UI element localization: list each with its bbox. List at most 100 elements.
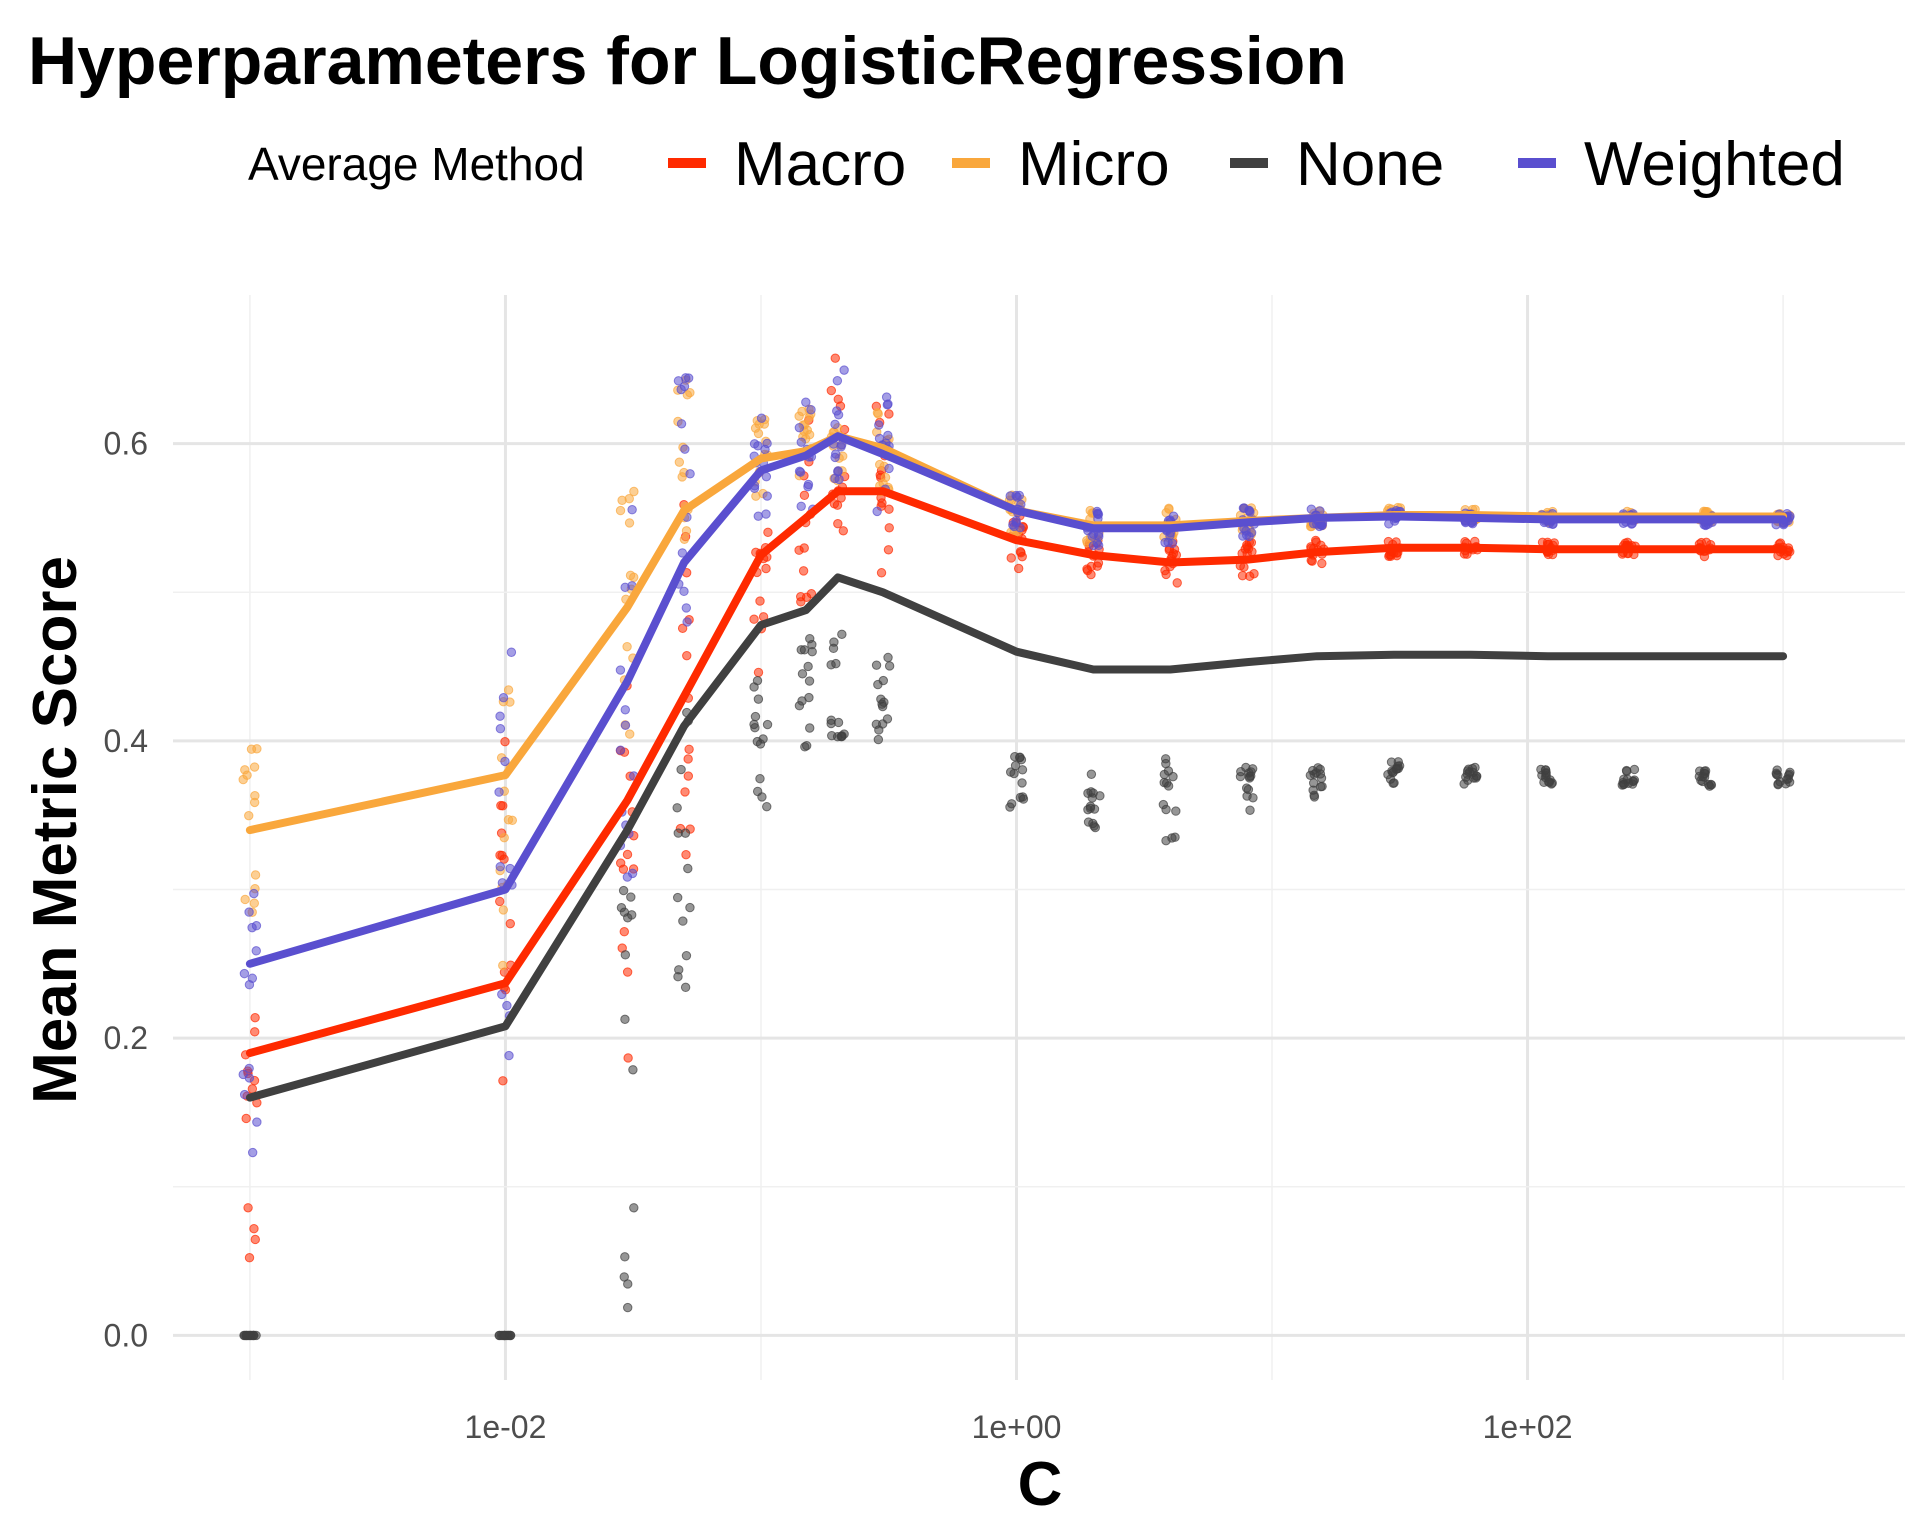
data-point xyxy=(1241,530,1252,540)
x-tick-label: 1e+00 xyxy=(972,1409,1062,1445)
data-point xyxy=(756,413,767,423)
y-tick-label: 0.6 xyxy=(104,426,148,462)
data-point xyxy=(1309,792,1320,802)
data-point xyxy=(620,720,631,731)
data-point xyxy=(505,1330,516,1341)
data-point xyxy=(799,645,810,655)
data-point xyxy=(1168,511,1179,521)
data-point xyxy=(498,801,508,811)
data-point xyxy=(882,400,893,410)
data-point xyxy=(832,376,843,386)
data-point xyxy=(683,863,693,874)
data-point xyxy=(1306,555,1316,566)
data-point xyxy=(1006,553,1016,563)
data-point xyxy=(1017,551,1027,562)
data-point xyxy=(831,658,841,669)
y-tick-label: 0.0 xyxy=(104,1317,148,1353)
data-point xyxy=(244,810,254,821)
data-point xyxy=(677,623,688,634)
data-point xyxy=(1013,563,1024,574)
data-point xyxy=(1163,537,1173,548)
data-point xyxy=(803,661,813,672)
data-point xyxy=(804,430,815,440)
data-point xyxy=(804,676,815,686)
series-line-none xyxy=(245,573,1788,1102)
data-point xyxy=(250,1234,260,1245)
data-point xyxy=(762,491,772,501)
data-point xyxy=(884,523,894,533)
data-point xyxy=(1248,793,1258,803)
data-point xyxy=(1006,799,1017,809)
data-point xyxy=(679,586,689,597)
data-point xyxy=(507,815,518,826)
data-point xyxy=(498,905,509,915)
data-point xyxy=(749,614,759,624)
data-point xyxy=(676,419,687,429)
data-point xyxy=(620,705,630,715)
data-point xyxy=(682,617,692,627)
data-point xyxy=(1388,767,1398,777)
y-axis: 0.0 0.2 0.4 0.6 xyxy=(104,426,148,1354)
data-point xyxy=(1775,777,1785,787)
data-point xyxy=(1017,765,1028,775)
data-point xyxy=(1547,778,1557,788)
data-point xyxy=(494,787,504,797)
data-point xyxy=(874,420,884,430)
data-point xyxy=(684,744,694,754)
data-point xyxy=(1242,540,1252,550)
data-point xyxy=(629,486,639,497)
data-point xyxy=(837,629,847,639)
data-point xyxy=(620,1252,630,1262)
data-point xyxy=(762,438,772,449)
data-point xyxy=(682,650,692,661)
data-point xyxy=(1093,540,1104,551)
data-point xyxy=(884,504,894,514)
series-lines xyxy=(245,432,1788,1102)
data-point xyxy=(1462,769,1473,779)
data-point xyxy=(623,1053,633,1063)
data-point xyxy=(505,918,516,929)
data-point xyxy=(677,472,687,482)
data-point xyxy=(883,652,893,663)
data-point xyxy=(1472,771,1482,781)
data-point xyxy=(248,1330,258,1341)
data-point xyxy=(685,469,695,479)
data-point xyxy=(624,518,635,528)
data-point xyxy=(794,411,804,421)
legend-label-none: None xyxy=(1296,130,1444,199)
x-axis-title: C xyxy=(1018,1450,1063,1519)
data-point xyxy=(753,511,763,521)
data-point xyxy=(1171,806,1181,816)
series-line-macro xyxy=(245,487,1788,1057)
data-point xyxy=(623,1302,633,1313)
data-point xyxy=(678,916,688,926)
data-point xyxy=(1700,766,1711,776)
data-point xyxy=(830,353,840,363)
data-point xyxy=(839,365,849,375)
data-point xyxy=(801,397,811,407)
data-point xyxy=(504,1050,514,1061)
series-line-weighted xyxy=(245,432,1788,968)
data-point xyxy=(677,548,688,558)
data-point xyxy=(679,534,690,544)
data-point xyxy=(498,1076,508,1086)
data-point xyxy=(627,505,637,515)
data-point xyxy=(830,452,840,463)
data-point xyxy=(1163,766,1174,776)
data-point xyxy=(676,384,686,395)
data-point xyxy=(674,457,685,467)
data-point xyxy=(497,989,507,1000)
data-point xyxy=(882,714,893,724)
data-point xyxy=(1160,754,1171,764)
data-point xyxy=(1092,561,1103,571)
data-point xyxy=(252,1117,262,1127)
data-point xyxy=(685,902,695,913)
data-point xyxy=(883,545,894,555)
data-point xyxy=(804,412,814,423)
data-point xyxy=(1088,788,1098,798)
data-point xyxy=(1158,799,1169,810)
data-point xyxy=(247,973,258,983)
data-point xyxy=(680,982,691,993)
data-point xyxy=(805,633,815,644)
data-point xyxy=(1009,768,1019,779)
